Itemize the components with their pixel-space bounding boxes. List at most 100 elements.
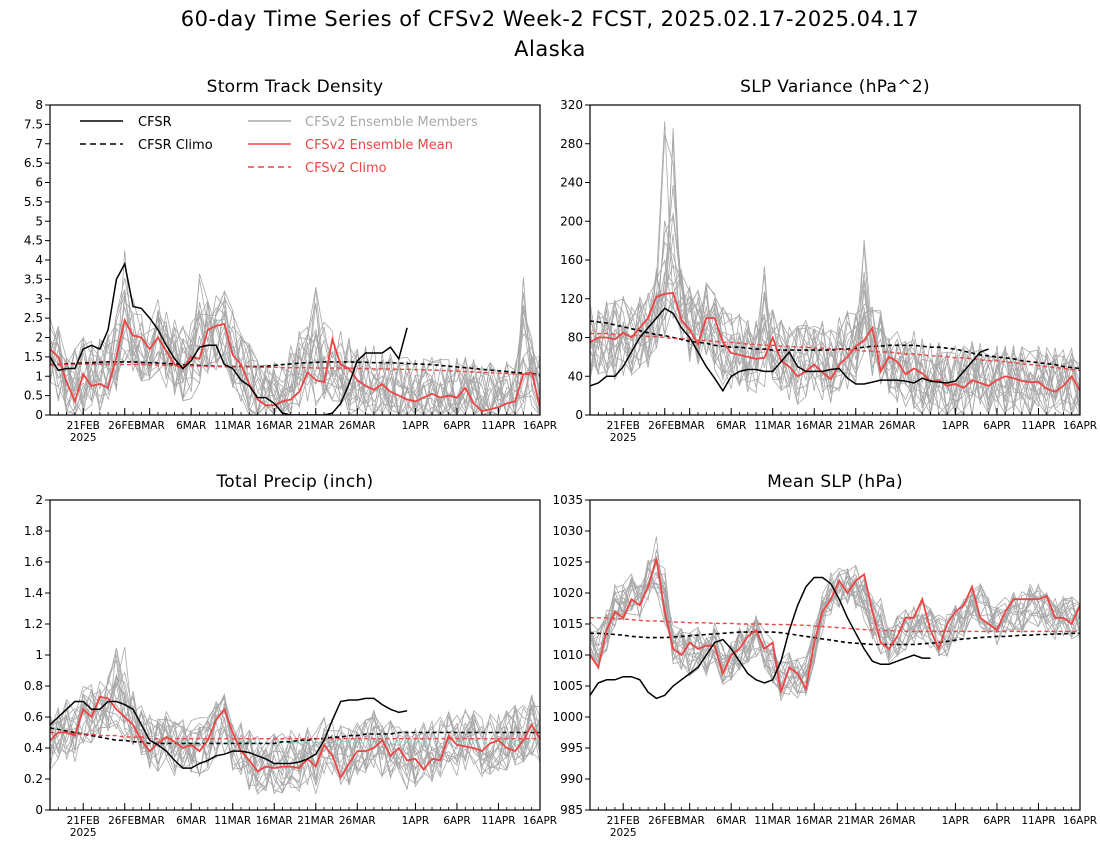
y-tick-label: 6 [35, 176, 43, 190]
x-tick-label: 26FEB [108, 420, 141, 432]
x-tick-label: 16APR [1063, 815, 1097, 827]
x-tick-label: 16MAR [796, 420, 833, 432]
x-tick-label: 11APR [1021, 815, 1055, 827]
legend-label-cfsr: CFSR [138, 115, 172, 130]
series-cfsv2-climo [590, 332, 1080, 372]
x-tick-label: 21MAR [837, 815, 874, 827]
y-tick-label: 1.4 [24, 586, 43, 600]
series-ensemble-member [590, 555, 1080, 692]
series-ensemble-member [50, 277, 540, 415]
panel-total-precip: Total Precip (inch) 0 0.2 0.4 0.6 0.8 1 1.2 1.4… [24, 472, 557, 839]
y-tick-label: 0.5 [24, 389, 43, 403]
y-tick-label: 1.5 [24, 350, 43, 364]
y-tick-label: 1025 [552, 555, 583, 569]
y-tick-label: 2.5 [24, 311, 43, 325]
x-tick-label: 6APR [443, 815, 471, 827]
y-tick-label: 3.5 [24, 272, 43, 286]
y-tick-label: 1035 [552, 493, 583, 507]
plot-area [50, 250, 540, 415]
y-tick-label: 120 [560, 292, 583, 306]
x-tick-label: 11APR [481, 815, 515, 827]
y-tick-label: 1030 [552, 524, 583, 538]
y-tick-label: 1.6 [24, 555, 43, 569]
series-ensemble-member [50, 277, 540, 415]
y-tick-label: 4.5 [24, 234, 43, 248]
x-tick-label: 1APR [402, 815, 430, 827]
y-tick-label: 1015 [552, 617, 583, 631]
x-year-label: 2025 [70, 432, 97, 444]
x-tick-label: 16APR [1063, 420, 1097, 432]
x-year-label: 2025 [70, 827, 97, 839]
series-cfsr [50, 261, 408, 415]
x-tick-label: 21FEB [607, 815, 640, 827]
x-tick-label: 16MAR [796, 815, 833, 827]
x-tick-label: 26MAR [339, 420, 376, 432]
y-tick-label: 1 [35, 369, 43, 383]
series-ensemble-member [590, 220, 1080, 415]
x-tick-label: 11MAR [214, 815, 251, 827]
y-tick-label: 8 [35, 98, 43, 112]
x-tick-label: 26FEB [648, 815, 681, 827]
legend-label-mean: CFSv2 Ensemble Mean [305, 138, 453, 153]
series-ensemble-mean [50, 317, 540, 413]
x-tick-label: 6MAR [176, 420, 206, 432]
x-tick-label: 16APR [523, 420, 557, 432]
x-tick-label: 26MAR [879, 815, 916, 827]
panel-title: Total Precip (inch) [216, 472, 374, 492]
panel-mean-slp: Mean SLP (hPa) 985 990 995 1000 1005 1010 1015… [552, 472, 1097, 839]
figure-title: 60-day Time Series of CFSv2 Week-2 FCST,… [181, 7, 919, 31]
y-tick-label: 990 [560, 772, 583, 786]
x-tick-label: 11APR [481, 420, 515, 432]
series-ensemble-member [590, 536, 1080, 695]
y-tick-label: 0.4 [24, 741, 43, 755]
x-tick-label: 26MAR [339, 815, 376, 827]
series-ensemble-member [50, 287, 540, 415]
series-ensemble-member [590, 185, 1080, 415]
series-ensemble-mean [590, 558, 1080, 693]
legend: CFSR CFSR Climo CFSv2 Ensemble Members C… [80, 115, 478, 176]
series-ensemble-member [590, 139, 1080, 415]
x-tick-label: 6MAR [716, 815, 746, 827]
series-ensemble-member [50, 647, 540, 792]
series-cfsr [590, 307, 989, 393]
x-tick-label: 11MAR [214, 420, 251, 432]
y-tick-label: 7 [35, 137, 43, 151]
x-tick-label: 21FEB [67, 815, 100, 827]
x-tick-label: 11APR [1021, 420, 1055, 432]
y-tick-label: 0.6 [24, 710, 43, 724]
series-ensemble-member [590, 259, 1080, 415]
series-ensemble-member [50, 692, 540, 794]
figure-subtitle: Alaska [514, 37, 586, 61]
y-tick-label: 1000 [552, 710, 583, 724]
x-tick-label: 21MAR [297, 815, 334, 827]
series-cfsr [50, 697, 408, 769]
x-tick-label: 6APR [443, 420, 471, 432]
y-tick-label: 985 [560, 803, 583, 817]
y-tick-label: 5 [35, 214, 43, 228]
plot-area [50, 647, 540, 795]
series-ensemble-member [590, 285, 1080, 415]
y-tick-label: 320 [560, 98, 583, 112]
y-tick-label: 2 [35, 493, 43, 507]
y-tick-label: 1 [35, 648, 43, 662]
legend-label-members: CFSv2 Ensemble Members [305, 115, 478, 130]
series-ensemble-member [50, 680, 540, 793]
y-tick-label: 0.2 [24, 772, 43, 786]
y-tick-label: 240 [560, 176, 583, 190]
x-tick-label: 16APR [523, 815, 557, 827]
panel-title: SLP Variance (hPa^2) [740, 77, 930, 97]
y-tick-label: 3 [35, 292, 43, 306]
series-ensemble-member [590, 134, 1080, 415]
series-ensemble-member [590, 121, 1080, 415]
y-tick-label: 40 [568, 369, 583, 383]
series-cfsr-climo [590, 631, 1080, 646]
series-cfsr-climo [50, 361, 540, 376]
series-ensemble-member [50, 696, 540, 780]
legend-label-cfsr-climo: CFSR Climo [138, 138, 213, 153]
series-ensemble-mean [590, 291, 1080, 393]
series-ensemble-member [590, 566, 1080, 684]
plot-area [590, 536, 1080, 702]
panel-title: Storm Track Density [207, 77, 384, 97]
x-tick-label: 6MAR [716, 420, 746, 432]
